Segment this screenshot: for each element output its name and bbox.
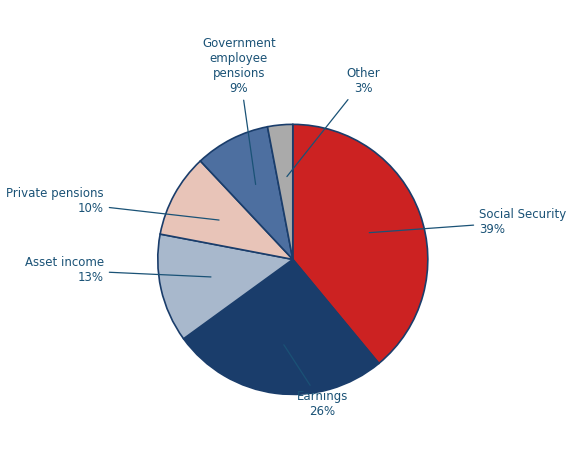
Text: Earnings
26%: Earnings 26% bbox=[284, 345, 348, 418]
Text: Asset income
13%: Asset income 13% bbox=[25, 256, 211, 284]
Text: Private pensions
10%: Private pensions 10% bbox=[6, 187, 219, 220]
Wedge shape bbox=[200, 127, 293, 259]
Wedge shape bbox=[183, 259, 379, 395]
Text: Government
employee
pensions
9%: Government employee pensions 9% bbox=[202, 37, 275, 184]
Wedge shape bbox=[267, 124, 293, 259]
Wedge shape bbox=[158, 234, 293, 339]
Wedge shape bbox=[160, 161, 293, 259]
Text: Social Security
39%: Social Security 39% bbox=[369, 208, 566, 235]
Wedge shape bbox=[293, 124, 428, 364]
Text: Other
3%: Other 3% bbox=[287, 66, 380, 176]
